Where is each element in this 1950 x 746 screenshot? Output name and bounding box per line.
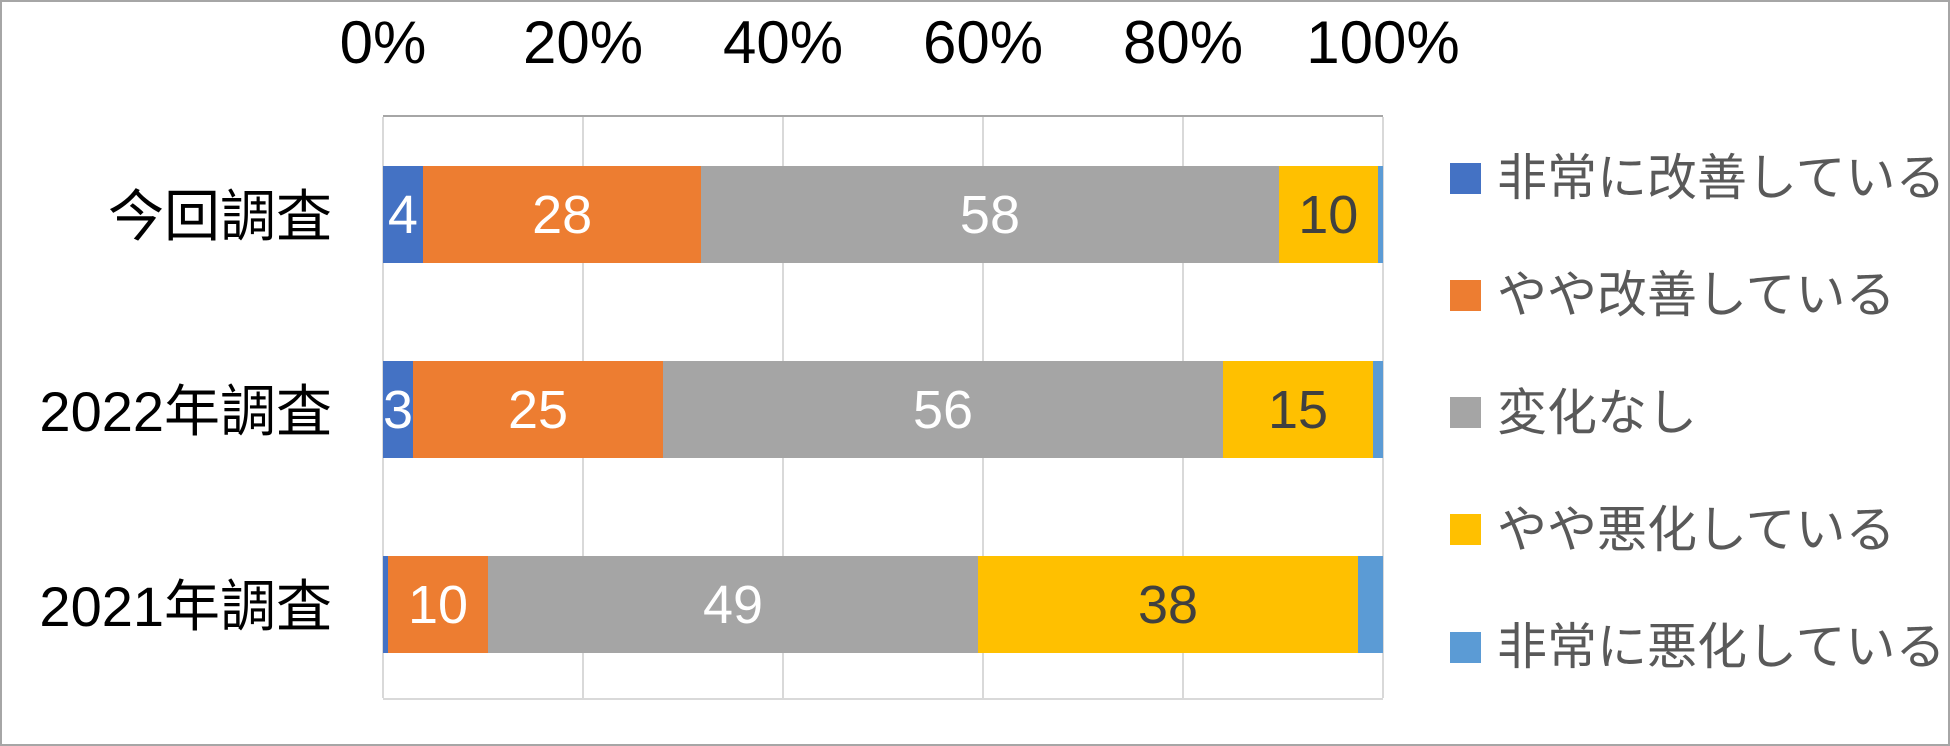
bar-segment: 3 — [383, 361, 413, 458]
legend-item: やや改善している — [1450, 264, 1946, 326]
data-label: 28 — [532, 184, 593, 245]
legend-swatch-icon — [1450, 162, 1481, 194]
x-axis-tick-label: 0% — [339, 9, 427, 76]
bar-segment: 49 — [488, 556, 978, 653]
x-axis-tick-label: 80% — [1122, 9, 1244, 76]
bar-segment: 38 — [978, 556, 1358, 653]
category-label: 2021年調査 — [39, 575, 332, 638]
data-label: 10 — [407, 574, 469, 635]
data-label: 4 — [387, 184, 418, 245]
bar-row: 10 49 38 — [383, 556, 1383, 653]
legend: 非常に改善している やや改善している 変化なし やや悪化している 非常に悪化して… — [1450, 147, 1946, 678]
legend-item: やや悪化している — [1450, 499, 1946, 561]
category-label: 今回調査 — [108, 185, 332, 248]
data-label: 38 — [1137, 574, 1199, 635]
bar-segment: 25 — [413, 361, 663, 458]
bar-segment — [1373, 361, 1383, 458]
category-label: 2022年調査 — [39, 380, 332, 443]
data-label: 3 — [382, 379, 414, 440]
bar-segment: 10 — [388, 556, 488, 653]
bar-segment: 28 — [422, 166, 702, 263]
bar-row: 4 28 58 10 — [383, 166, 1383, 263]
legend-label: 変化なし — [1497, 384, 1697, 441]
legend-swatch-icon — [1450, 631, 1481, 663]
x-axis-tick-label: 20% — [522, 9, 644, 76]
x-axis-tick-label: 60% — [922, 9, 1044, 76]
data-label: 10 — [1298, 184, 1359, 245]
gridline — [1382, 117, 1384, 698]
legend-item: 非常に悪化している — [1450, 616, 1946, 678]
bar-segment: 4 — [383, 166, 423, 263]
bar-segment: 10 — [1278, 166, 1379, 263]
bar-segment: 56 — [663, 361, 1223, 458]
bar-row: 3 25 56 15 — [383, 361, 1383, 458]
legend-label: やや改善している — [1497, 267, 1896, 324]
legend-item: 変化なし — [1450, 382, 1946, 444]
legend-swatch-icon — [1450, 514, 1481, 546]
legend-label: やや悪化している — [1497, 501, 1896, 558]
data-label: 25 — [507, 379, 569, 440]
bar-segment: 58 — [701, 166, 1279, 263]
plot-area: 4 28 58 10 3 25 56 15 10 49 38 — [382, 115, 1384, 700]
legend-swatch-icon — [1450, 279, 1481, 311]
data-label: 49 — [702, 574, 764, 635]
bar-segment — [1378, 166, 1383, 263]
x-axis-tick-label: 100% — [1306, 9, 1460, 76]
x-axis-tick-label: 40% — [722, 9, 844, 76]
bar-segment — [1358, 556, 1383, 653]
data-label: 58 — [959, 184, 1020, 245]
legend-label: 非常に悪化している — [1497, 619, 1946, 675]
data-label: 15 — [1267, 379, 1329, 440]
bar-segment — [383, 556, 388, 653]
data-label: 56 — [912, 379, 974, 440]
legend-swatch-icon — [1450, 397, 1481, 428]
legend-item: 非常に改善している — [1450, 147, 1946, 209]
bar-segment: 15 — [1223, 361, 1373, 458]
legend-label: 非常に改善している — [1497, 150, 1946, 206]
